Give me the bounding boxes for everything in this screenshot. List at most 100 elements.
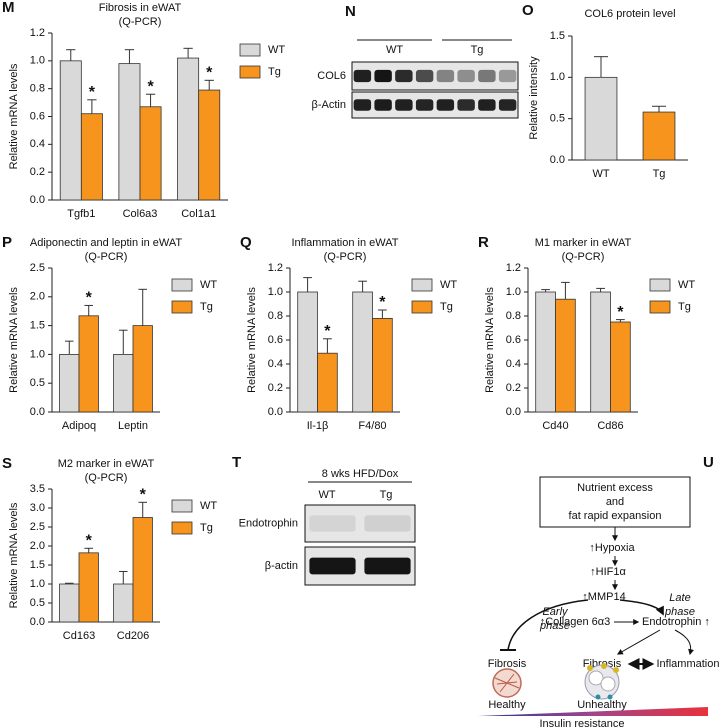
phase-label: Late [669,592,690,604]
legend-swatch [171,278,193,292]
state-label: Unhealthy [577,699,627,711]
y-tick-label: 0.0 [30,194,45,206]
step: ↑HIF1α [590,566,626,578]
x-tick-label: Il-1β [307,420,329,432]
legend-label: Tg [440,301,453,313]
y-tick-label: 0.8 [268,310,283,322]
chart-title: Fibrosis in eWAT [99,2,182,14]
legend-swatch [171,521,193,535]
endotrophin: Endotrophin ↑ [642,616,710,628]
bar [535,291,556,413]
error-bar [204,79,214,91]
y-axis-label: Relative mRNA levels [484,287,496,393]
error-bar [358,280,367,292]
y-tick-label: 1.0 [30,55,45,67]
legend-swatch [171,300,193,314]
panel-letter: O [522,2,534,19]
blot-band [353,99,372,111]
x-tick-label: Tg [653,168,666,180]
legend-swatch [411,300,433,314]
blot-band [364,557,411,575]
diagram: U Nutrient excess and fat rapid expansio… [478,454,719,728]
bar [590,291,611,413]
arrow [619,599,664,616]
row-label: COL6 [317,70,346,82]
bar [297,291,318,413]
x-tick-label: F4/80 [358,420,386,432]
x-tick-label: Cd40 [542,420,568,432]
bar [132,325,153,413]
y-tick-label: 1.0 [506,286,521,298]
blot-band [374,69,392,83]
bar [584,76,618,161]
bar [59,583,80,623]
legend-swatch [649,300,671,314]
panel-letter: M [2,0,15,16]
y-tick-label: 1.5 [30,559,45,571]
x-tick-label: Leptin [118,420,148,432]
legend-label: WT [678,279,695,291]
blot-band [436,69,455,83]
group-label: Tg [380,489,393,501]
error-bar [378,309,387,319]
y-tick-label: 0.0 [30,616,45,628]
y-tick-label: 0.2 [30,166,45,178]
bar [352,291,373,413]
row-label: β-Actin [312,99,346,111]
panel-letter: U [703,454,714,471]
y-tick-label: 0.2 [506,382,521,394]
legend-label: Tg [268,66,281,78]
y-tick-label: 0.6 [268,334,283,346]
chart-title: Adiponectin and leptin in eWAT [30,237,183,249]
gradient-label: Insulin resistance [540,718,625,728]
gradient-wedge [478,707,708,716]
blot-header: 8 wks HFD/Dox [322,468,399,480]
significance: * [206,65,213,82]
y-tick-label: 1.0 [30,348,45,360]
bar [610,321,631,413]
y-tick-label: 1.0 [550,71,565,83]
y-tick-label: 1.2 [506,262,521,274]
error-bar [84,304,93,316]
chart-title: M2 marker in eWAT [58,458,155,470]
x-tick-label: Col6a3 [123,208,158,220]
y-axis-label: Relative mRNA levels [8,63,20,169]
collagen: ↑Collagen 6α3 [540,616,611,628]
error-bar [138,288,147,326]
phase-label: phase [664,606,695,618]
y-tick-label: 2.5 [30,521,45,533]
error-bar [138,501,147,518]
bar [113,583,134,623]
blot-band [374,99,392,111]
blot-band [498,99,517,111]
x-tick-label: WT [592,168,609,180]
significance: * [86,290,93,307]
bar [118,63,141,201]
phase-label: Early [542,606,569,618]
legend-swatch [411,278,433,292]
group-label: WT [318,489,335,501]
y-tick-label: 0.6 [30,110,45,122]
bar [59,60,82,201]
blot-band [478,69,496,83]
legend-label: WT [200,279,217,291]
y-tick-label: 0.4 [506,358,521,370]
y-tick-label: 3.5 [30,483,45,495]
step: ↑Hypoxia [589,542,635,554]
chart-title: Inflammation in eWAT [292,237,399,249]
y-tick-label: 2.5 [30,262,45,274]
error-bar [145,93,156,107]
significance: * [379,294,386,311]
x-tick-label: Col1a1 [181,208,216,220]
blot-band [457,69,475,83]
y-tick-label: 1.5 [30,320,45,332]
blot-band [364,515,411,532]
y-tick-label: 1.2 [30,27,45,39]
arrow [616,629,661,655]
legend-label: WT [268,44,285,56]
bar [139,106,162,201]
chart-subtitle: (Q-PCR) [324,251,367,263]
error-bar [119,570,128,584]
y-tick-label: 0.0 [550,154,565,166]
bar [78,315,99,413]
